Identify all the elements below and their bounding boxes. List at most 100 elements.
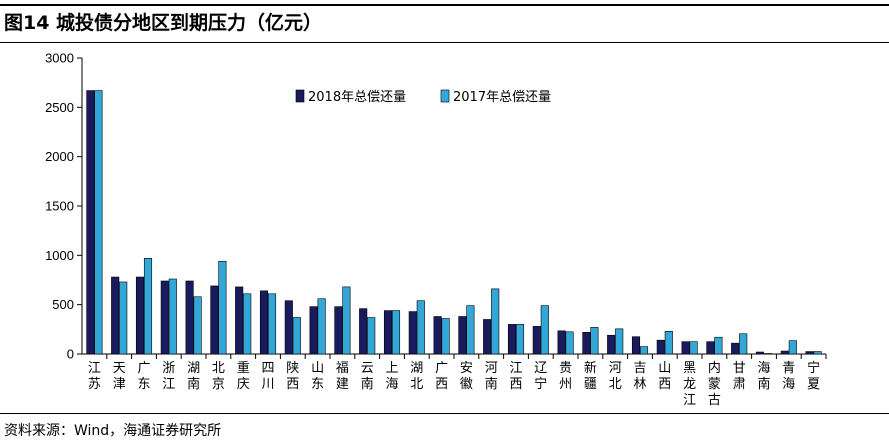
bar-2018-24 bbox=[681, 341, 690, 355]
x-category-label: 安徽 bbox=[460, 361, 473, 392]
x-category-label: 四川 bbox=[261, 361, 274, 392]
x-category-label: 福建 bbox=[336, 361, 349, 392]
bar-2017-25 bbox=[714, 336, 723, 355]
bar-2017-17 bbox=[515, 324, 525, 355]
x-category-label: 江苏 bbox=[88, 361, 101, 392]
x-category-label: 山东 bbox=[311, 361, 324, 392]
legend-swatch-2018 bbox=[295, 89, 305, 103]
bar-2017-1 bbox=[119, 281, 128, 355]
bar-2017-3 bbox=[168, 278, 177, 355]
bar-2018-5 bbox=[210, 285, 219, 355]
bar-2018-27 bbox=[755, 351, 765, 355]
bar-2018-29 bbox=[805, 351, 814, 355]
x-category-label: 河南 bbox=[485, 361, 498, 392]
bar-2018-21 bbox=[607, 334, 616, 355]
bar-2017-24 bbox=[689, 341, 698, 355]
x-category-label: 浙江 bbox=[162, 361, 175, 392]
x-category-label: 广东 bbox=[137, 361, 150, 392]
bar-2018-2 bbox=[135, 276, 145, 355]
bar-2017-8 bbox=[292, 317, 301, 355]
bar-2018-12 bbox=[383, 310, 393, 355]
legend-swatch-2017 bbox=[440, 89, 450, 103]
x-category-label: 甘肃 bbox=[733, 361, 746, 392]
x-category-label: 黑龙江 bbox=[683, 361, 696, 408]
x-category-label: 河北 bbox=[609, 361, 622, 392]
bar-2017-6 bbox=[243, 293, 252, 355]
bar-2018-15 bbox=[458, 316, 467, 355]
bar-2017-15 bbox=[466, 305, 475, 355]
bar-2017-7 bbox=[267, 293, 277, 355]
bar-2018-4 bbox=[185, 280, 194, 355]
bar-2017-9 bbox=[317, 298, 326, 355]
y-tick-label: 3000 bbox=[45, 51, 74, 66]
legend: 2018年总偿还量 2017年总偿还量 bbox=[295, 89, 551, 105]
x-category-label: 广西 bbox=[435, 361, 448, 392]
bar-2017-19 bbox=[565, 331, 574, 355]
bar-2018-3 bbox=[160, 280, 169, 355]
x-category-label: 天津 bbox=[113, 361, 126, 392]
x-category-label: 青海 bbox=[782, 361, 795, 392]
y-tick-label: 0 bbox=[67, 347, 74, 362]
bar-2017-10 bbox=[342, 286, 351, 355]
x-category-label: 海南 bbox=[757, 361, 770, 392]
bar-2018-18 bbox=[532, 326, 541, 355]
bar-2018-23 bbox=[656, 339, 665, 355]
bar-2017-12 bbox=[391, 310, 401, 355]
top-rule bbox=[0, 4, 889, 6]
figure-title: 图14 城投债分地区到期压力（亿元） bbox=[4, 12, 323, 34]
bar-2018-22 bbox=[631, 336, 641, 355]
bar-2018-19 bbox=[557, 330, 566, 355]
bar-2017-16 bbox=[491, 288, 500, 355]
bar-2018-8 bbox=[284, 300, 293, 355]
bar-2018-16 bbox=[483, 319, 492, 355]
x-category-label: 湖北 bbox=[410, 361, 423, 392]
y-tick-label: 2500 bbox=[45, 100, 74, 115]
bar-2017-4 bbox=[193, 296, 202, 355]
bar-2018-0 bbox=[86, 90, 95, 355]
x-category-label: 湖南 bbox=[187, 361, 200, 392]
x-category-label: 贵州 bbox=[559, 361, 572, 392]
bar-2018-28 bbox=[780, 350, 789, 355]
bar-2017-22 bbox=[639, 346, 649, 355]
y-tick-label: 1000 bbox=[45, 248, 74, 263]
bar-2018-17 bbox=[507, 324, 517, 355]
bar-2018-1 bbox=[111, 276, 120, 355]
bar-2018-9 bbox=[309, 306, 318, 355]
x-category-label: 重庆 bbox=[237, 360, 250, 392]
x-category-label: 陕西 bbox=[286, 361, 299, 392]
bar-2017-13 bbox=[416, 300, 425, 355]
bar-2017-18 bbox=[540, 305, 549, 355]
bar-2018-11 bbox=[359, 308, 368, 355]
x-category-label: 山西 bbox=[658, 361, 671, 392]
bar-2017-20 bbox=[590, 327, 599, 355]
bar-2017-5 bbox=[218, 260, 227, 355]
title-rule bbox=[0, 42, 889, 43]
x-category-label: 宁夏 bbox=[807, 360, 820, 392]
bar-2018-13 bbox=[408, 311, 417, 355]
y-tick-label: 2000 bbox=[45, 149, 74, 164]
x-axis-categories: 江苏天津广东浙江湖南北京重庆四川陕西山东福建云南上海湖北广西安徽河南江西辽宁贵州… bbox=[88, 360, 820, 408]
legend-label-2018: 2018年总偿还量 bbox=[308, 90, 406, 105]
bar-2018-10 bbox=[334, 306, 343, 355]
x-category-label: 北京 bbox=[212, 361, 225, 392]
x-category-label: 新疆 bbox=[584, 360, 597, 392]
y-tick-label: 1500 bbox=[45, 199, 74, 214]
bar-2017-11 bbox=[367, 317, 376, 355]
bar-2017-21 bbox=[615, 328, 624, 355]
bar-2018-14 bbox=[433, 316, 442, 355]
y-tick-label: 500 bbox=[52, 297, 74, 312]
x-category-label: 吉林 bbox=[633, 361, 646, 392]
x-category-label: 云南 bbox=[361, 361, 374, 392]
x-category-label: 辽宁 bbox=[534, 361, 547, 392]
x-category-label: 内蒙古 bbox=[708, 360, 721, 408]
x-category-label: 江西 bbox=[509, 361, 522, 392]
bar-2017-28 bbox=[788, 340, 797, 355]
y-axis-ticks: 0 500 1000 1500 2000 2500 3000 bbox=[45, 51, 82, 362]
bar-2017-14 bbox=[441, 318, 450, 355]
bar-2017-23 bbox=[664, 331, 673, 355]
bar-2017-29 bbox=[813, 351, 822, 355]
bar-2017-26 bbox=[739, 333, 748, 355]
bar-2017-2 bbox=[143, 257, 153, 355]
legend-label-2017: 2017年总偿还量 bbox=[453, 90, 551, 105]
